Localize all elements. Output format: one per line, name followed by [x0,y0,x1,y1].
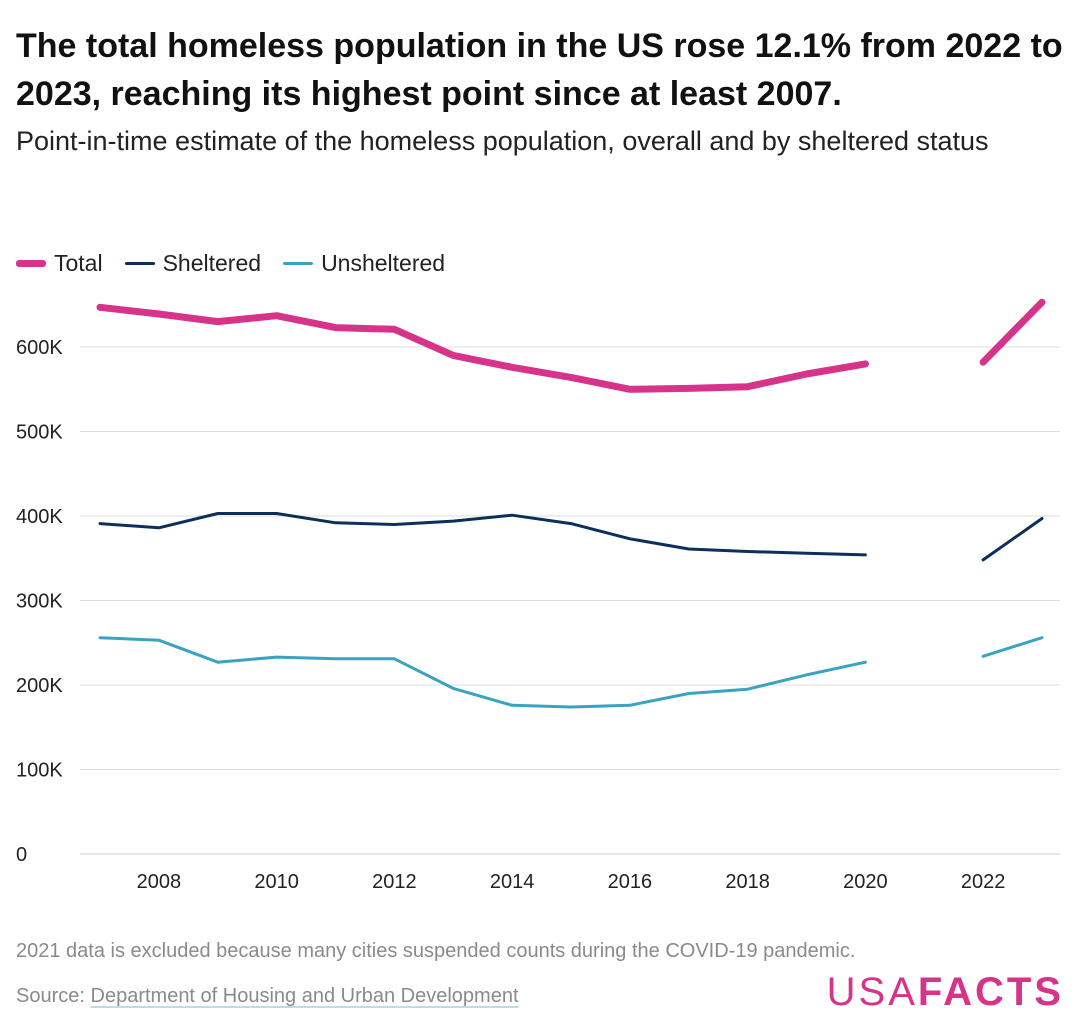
usafacts-logo: USAFACTS [826,970,1064,1014]
series-line-sheltered [98,512,867,557]
series-line-unsheltered [98,636,867,709]
gridlines [80,346,1060,855]
legend: Total Sheltered Unsheltered [16,248,467,278]
y-tick-label: 200K [16,675,63,697]
legend-label-total: Total [54,249,103,276]
x-tick-label: 2014 [490,871,535,893]
y-tick-label: 300K [16,591,63,613]
x-axis: 2008 2010 2012 2014 2016 2018 2020 2022 [137,871,1006,893]
x-tick-label: 2018 [725,871,770,893]
y-tick-label: 500K [16,422,63,444]
legend-item-total: Total [16,250,103,277]
series-line-sheltered [981,517,1044,562]
chart-title: The total homeless population in the US … [16,27,1063,113]
legend-label-unsheltered: Unsheltered [321,249,446,276]
x-tick-label: 2020 [843,871,888,893]
y-tick-label: 600K [16,337,63,359]
y-tick-label: 100K [16,760,63,782]
y-tick-label: 400K [16,506,63,528]
legend-label-sheltered: Sheltered [162,249,262,276]
x-tick-label: 2010 [254,871,299,893]
series-lines [96,298,1046,709]
series-unsheltered [98,636,1044,709]
legend-swatch-total [16,259,46,267]
x-tick-label: 2012 [372,871,417,893]
y-axis: 0 100K 200K 300K 400K 500K 600K [16,337,63,866]
y-tick-label: 0 [16,844,27,866]
x-tick-label: 2022 [961,871,1006,893]
x-tick-label: 2016 [608,871,653,893]
chart-subtitle: Point-in-time estimate of the homeless p… [16,126,989,156]
series-total [96,298,1046,393]
footnote: 2021 data is excluded because many citie… [16,940,856,962]
source-label: Source: [16,985,85,1007]
source-line: Source: Department of Housing and Urban … [16,985,519,1008]
legend-item-unsheltered: Unsheltered [283,250,445,277]
legend-item-sheltered: Sheltered [124,249,262,277]
series-sheltered [98,512,1044,562]
series-line-unsheltered [981,636,1044,658]
series-line-total [96,303,869,393]
x-tick-label: 2008 [137,871,182,893]
legend-swatch-unsheltered [283,261,314,265]
series-line-total [979,298,1046,366]
source-link[interactable]: Department of Housing and Urban Developm… [90,985,519,1007]
legend-swatch-sheltered [124,261,155,265]
